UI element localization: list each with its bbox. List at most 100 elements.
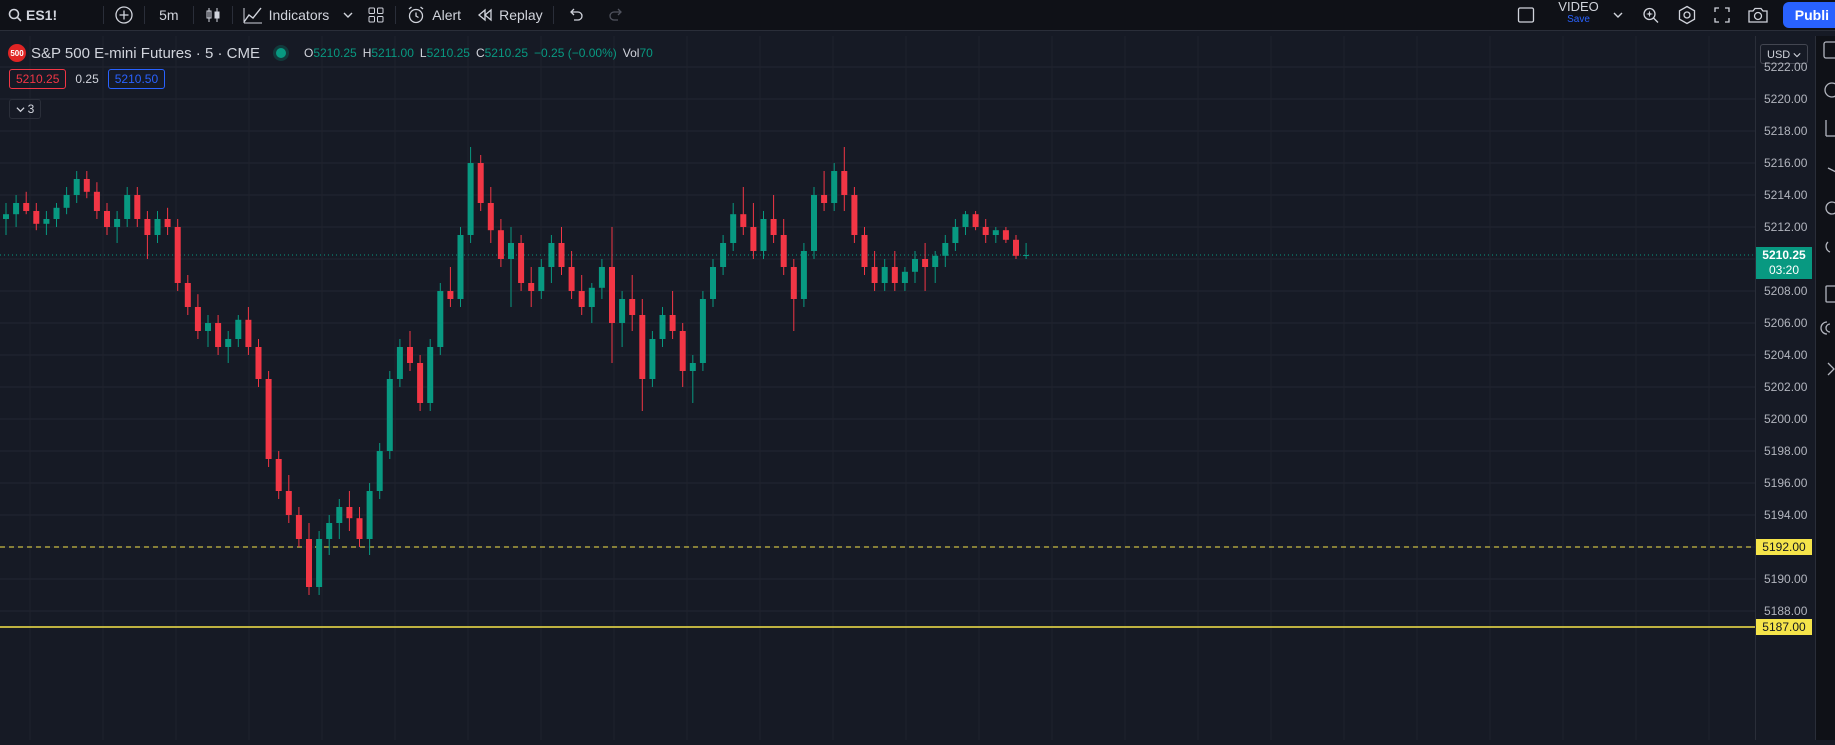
candle-body <box>578 291 585 307</box>
candle <box>1002 227 1009 243</box>
candle <box>720 235 727 275</box>
candle <box>871 251 878 291</box>
candle <box>184 275 191 315</box>
search-sparkle-icon <box>1643 7 1659 23</box>
candle-body <box>457 235 464 299</box>
snapshot-button[interactable] <box>1739 0 1777 30</box>
undo-icon <box>569 8 583 21</box>
candle-body <box>1013 239 1019 256</box>
candle <box>427 339 434 411</box>
candle <box>346 491 353 531</box>
candle-body <box>629 299 636 315</box>
alarm-clock-icon <box>408 6 424 24</box>
candle <box>245 307 252 355</box>
interval-button[interactable]: 5m <box>159 7 179 23</box>
candle-body <box>215 323 222 347</box>
right-sidebar <box>1815 36 1835 740</box>
symbol-title[interactable]: S&P 500 E-mini Futures · 5 · CME <box>31 44 260 62</box>
layout-button[interactable] <box>359 0 393 30</box>
candle-body <box>225 339 232 347</box>
compare-symbol-button[interactable] <box>106 0 142 30</box>
alerts-icon[interactable] <box>1824 82 1835 98</box>
candle <box>770 195 777 243</box>
calendar-icon[interactable] <box>1825 201 1835 215</box>
undo-button[interactable] <box>556 0 596 30</box>
candle-body <box>790 267 797 299</box>
price-chart[interactable] <box>0 36 1755 740</box>
layout-menu-dropdown[interactable] <box>1613 0 1633 30</box>
settings-button[interactable] <box>1669 0 1705 30</box>
candle <box>497 219 504 267</box>
indicator-templates-dropdown[interactable] <box>337 0 359 30</box>
candle-body <box>336 507 343 523</box>
quick-search-button[interactable] <box>1633 0 1669 30</box>
candle-body <box>1023 255 1030 256</box>
candle-body <box>669 315 676 331</box>
save-layout-button[interactable]: VIDEO Save <box>1544 0 1612 30</box>
currency-selector[interactable]: USD <box>1760 44 1808 64</box>
hotlist-icon[interactable] <box>1827 167 1835 173</box>
chart-type-button[interactable] <box>196 0 230 30</box>
buy-price-button[interactable]: 5210.50 <box>107 69 166 89</box>
notes-icon[interactable] <box>1825 285 1835 303</box>
candle <box>730 203 737 251</box>
candle-body <box>831 171 838 203</box>
candle <box>578 275 585 315</box>
candle <box>972 211 979 231</box>
sell-price-button[interactable]: 5210.25 <box>9 69 67 89</box>
horizontal-line-label[interactable]: 5187.00 <box>1756 619 1812 635</box>
replay-button[interactable]: Replay <box>469 0 551 30</box>
candle <box>144 211 151 259</box>
redo-button[interactable] <box>596 0 636 30</box>
candle <box>255 339 262 387</box>
candle <box>447 267 454 307</box>
close-value: 5210.25 <box>484 46 529 60</box>
data-window-icon[interactable] <box>1825 120 1835 137</box>
candle-body <box>487 203 494 231</box>
candle <box>205 315 211 347</box>
market-status-indicator[interactable] <box>275 48 286 58</box>
open-key: O <box>303 46 314 60</box>
candle <box>659 307 666 347</box>
close-key: C <box>475 46 485 60</box>
volume-key: Vol <box>622 46 640 60</box>
candle-body <box>467 163 474 235</box>
horizontal-line-label[interactable]: 5192.00 <box>1756 539 1812 555</box>
layout-toggle-button[interactable] <box>1508 0 1544 30</box>
low-key: L <box>419 46 427 60</box>
price-tick-label: 5200.00 <box>1764 412 1808 426</box>
publish-button[interactable]: Publi <box>1782 2 1835 28</box>
candle <box>316 531 323 595</box>
ideas-icon[interactable] <box>1825 241 1831 253</box>
candle <box>740 187 747 235</box>
candle <box>104 203 110 235</box>
candle <box>23 191 30 215</box>
layout-grid-icon <box>368 7 384 23</box>
price-scale[interactable]: USD 5222.00 5220.00 5218.00 5216.00 5214.00 5… <box>1755 36 1816 740</box>
symbol-search-button[interactable]: ES1! <box>0 0 65 30</box>
watchlist-icon[interactable] <box>1823 41 1835 59</box>
indicators-button[interactable]: Indicators <box>235 0 338 30</box>
candle-body <box>205 323 211 331</box>
gear-icon <box>1678 5 1695 25</box>
divider <box>144 6 146 24</box>
alert-button[interactable]: Alert <box>398 0 469 30</box>
candle <box>164 207 171 235</box>
candle <box>326 515 333 555</box>
candle <box>629 275 636 331</box>
candle <box>982 219 989 243</box>
price-tick-label: 5204.00 <box>1764 348 1808 362</box>
candle <box>275 451 282 499</box>
indicators-collapse-button[interactable]: 3 <box>9 99 41 119</box>
fullscreen-button[interactable] <box>1705 0 1739 30</box>
candle <box>881 259 888 291</box>
candle-body <box>982 227 989 235</box>
candle <box>154 211 161 243</box>
broadcast-icon[interactable] <box>1820 321 1831 335</box>
price-tick-label: 5214.00 <box>1764 188 1808 202</box>
help-icon[interactable] <box>1827 362 1835 376</box>
candle <box>558 227 565 275</box>
candle <box>306 523 312 595</box>
candle-body <box>33 211 40 224</box>
candle-body <box>952 227 959 243</box>
